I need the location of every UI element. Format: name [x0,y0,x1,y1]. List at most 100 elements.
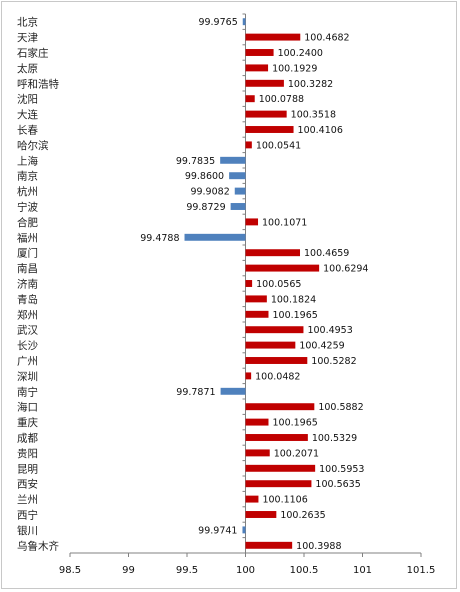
bar [245,126,294,133]
data-label: 100.5635 [315,479,360,490]
category-label: 沈阳 [17,93,38,106]
data-label: 100.5329 [312,433,357,444]
category-label: 青岛 [17,293,38,306]
category-label: 银川 [17,524,38,537]
category-label: 兰州 [17,493,38,506]
category-label: 西宁 [17,509,38,522]
bar [245,326,304,334]
data-label: 100.4682 [304,33,349,44]
bar [245,95,255,103]
data-label: 100.1824 [271,294,316,305]
data-label: 99.9741 [198,525,237,536]
category-label: 南昌 [17,262,38,275]
bar [245,464,316,472]
category-label: 福州 [17,231,38,244]
data-label: 100.1929 [272,63,317,74]
data-label: 99.4788 [140,233,179,244]
data-label: 100.0565 [256,279,301,290]
data-label: 99.9082 [190,187,229,198]
x-tick-label: 98.5 [59,565,81,576]
category-label: 上海 [17,154,38,167]
bar [245,341,296,349]
bar [245,249,301,257]
data-label: 100.1965 [272,310,317,321]
bar [220,156,246,164]
data-label: 99.7871 [176,387,215,398]
data-label: 100.2400 [278,48,323,59]
bar [245,295,267,303]
data-label: 99.8729 [186,202,225,213]
data-label: 100.4259 [299,341,344,352]
category-label: 杭州 [17,185,38,198]
category-label: 北京 [17,16,38,29]
category-label: 天津 [17,32,38,44]
bar [245,310,269,318]
category-label: 厦门 [17,247,38,260]
data-label: 100.3988 [296,541,341,552]
data-label: 100.1965 [272,418,317,429]
category-label: 重庆 [17,416,38,429]
x-tick-label: 101 [353,565,372,576]
bar [245,449,270,457]
bar [230,203,246,210]
data-label: 99.7835 [176,156,215,167]
category-label: 长春 [17,125,38,137]
category-label: 武汉 [17,324,38,337]
data-label: 100.2635 [280,510,325,521]
category-label: 长沙 [17,340,38,352]
bars: 99.9765 100.4682 100.2400 100.1929 100.3282 1… [140,17,368,552]
bar [245,79,284,87]
data-label: 100.1071 [262,217,307,228]
bar [245,511,277,518]
bar [245,541,293,549]
data-label: 100.5882 [318,402,363,413]
data-label: 99.9765 [198,17,237,28]
bar [245,110,287,118]
bar [245,141,252,149]
category-label: 成都 [17,433,38,445]
category-label: 广州 [17,356,38,368]
data-label: 100.4659 [304,248,349,259]
category-label: 海口 [17,401,38,414]
bar [242,526,246,534]
category-label: 昆明 [17,463,38,475]
category-label: 石家庄 [17,47,49,60]
bar [245,372,252,380]
bar [245,280,253,287]
category-label: 太原 [17,62,38,75]
x-tick-label: 99.5 [176,565,198,576]
data-label: 100.5282 [311,356,356,367]
category-label: 哈尔滨 [17,139,49,152]
category-label: 南京 [17,170,38,183]
data-label: 100.0482 [255,371,300,382]
category-label: 贵阳 [17,447,38,460]
bar [245,357,308,364]
data-label: 100.0788 [259,94,304,105]
data-label: 99.8600 [185,171,224,182]
category-label: 乌鲁木齐 [17,539,59,552]
bar [245,403,315,411]
bar [229,172,246,180]
category-axis: 北京天津石家庄太原呼和浩特沈阳大连长春哈尔滨上海南京杭州宁波合肥福州厦门南昌济南… [17,13,246,553]
bar [245,480,312,488]
x-tick-label: 101.5 [407,565,436,576]
bar [245,418,269,426]
bar [245,434,308,441]
bar [245,264,320,272]
bar [184,233,246,241]
bar [242,18,246,26]
data-label: 100.0541 [256,140,301,151]
bar [245,64,269,72]
category-label: 大连 [17,108,38,121]
bar [245,495,259,503]
bar [220,387,246,395]
data-label: 100.2071 [274,448,319,459]
x-tick-label: 100.5 [290,565,319,576]
data-label: 100.6294 [323,264,368,275]
data-label: 100.4106 [298,125,343,136]
category-label: 南宁 [17,385,38,398]
category-label: 宁波 [17,201,38,214]
x-tick-label: 99 [122,565,135,576]
